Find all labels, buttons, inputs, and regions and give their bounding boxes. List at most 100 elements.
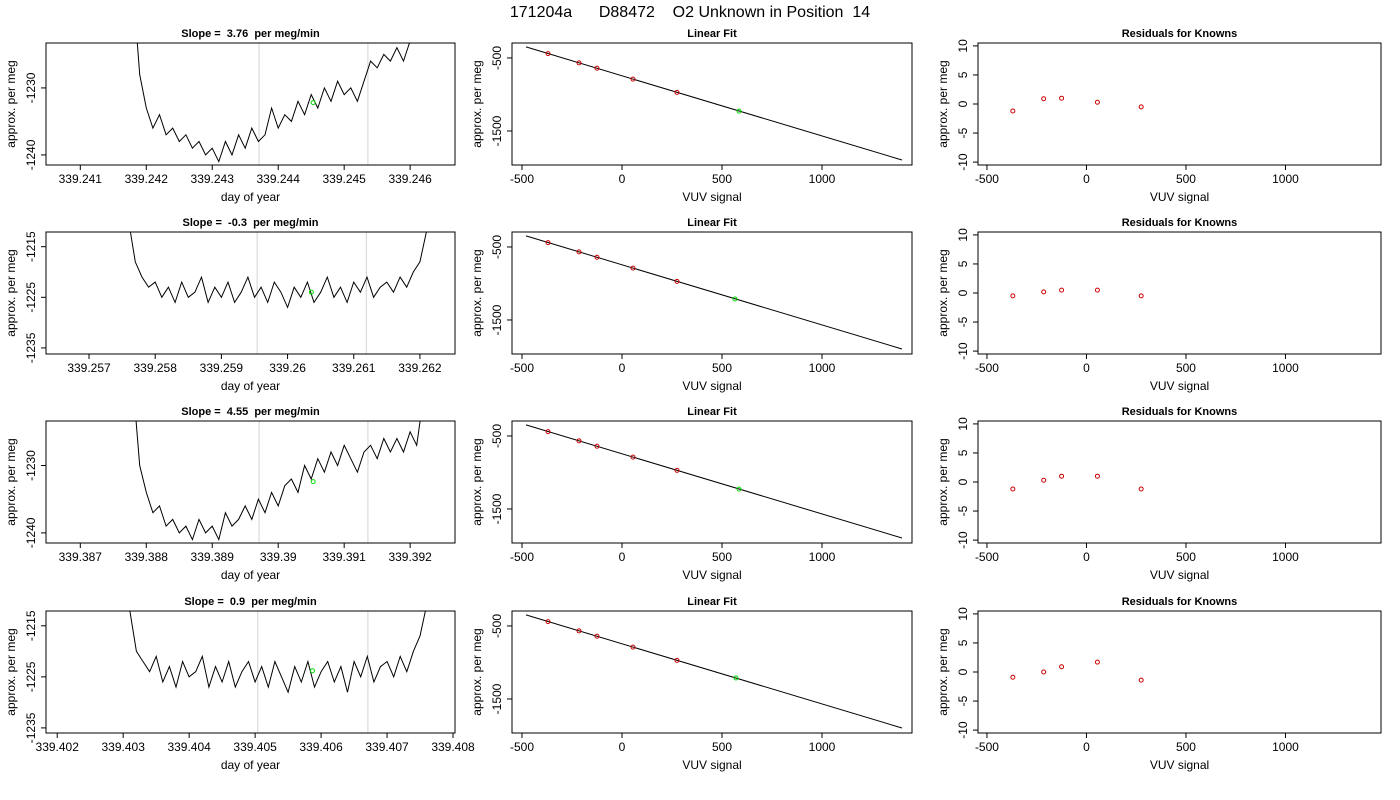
- panel-title: Linear Fit: [687, 28, 737, 40]
- y-tick-label: -5: [956, 316, 970, 327]
- y-tick-label: -10: [956, 721, 970, 739]
- plot-area: [1010, 659, 1144, 683]
- y-tick-label: -1225: [24, 661, 38, 692]
- x-tick-label: 339.406: [299, 740, 343, 754]
- panel-title: Linear Fit: [687, 217, 737, 229]
- fit-line: [525, 235, 903, 350]
- y-tick-label: -1500: [490, 683, 504, 714]
- y-tick-label: 10: [956, 228, 970, 242]
- y-tick-label: -1500: [490, 115, 504, 146]
- point: [576, 628, 582, 634]
- x-tick-label: 339.387: [59, 550, 103, 564]
- x-tick-label: 339.243: [191, 172, 235, 186]
- y-tick-label: 5: [956, 449, 970, 456]
- x-tick-label: 1000: [809, 361, 836, 375]
- y-tick-label: -10: [956, 531, 970, 549]
- plot-frame: [977, 610, 1382, 734]
- plot-area: [129, 611, 426, 733]
- x-tick-label: 500: [712, 550, 732, 564]
- point: [630, 265, 636, 271]
- plot-frame: [977, 420, 1382, 544]
- panel: Linear Fit VUV signal approx. per meg -500 0…: [470, 596, 913, 772]
- y-axis-label: approx. per meg: [4, 249, 18, 336]
- x-tick-label: 339.405: [233, 740, 277, 754]
- y-tick-label: 10: [956, 607, 970, 621]
- panel-title: Slope = -0.3 per meg/min: [182, 217, 318, 229]
- point: [630, 644, 636, 650]
- x-tick-label: 500: [1176, 172, 1196, 186]
- panel: Slope = -0.3 per meg/min day of year appro…: [4, 217, 456, 393]
- point: [630, 454, 636, 460]
- point: [630, 76, 636, 82]
- x-tick-label: 339.391: [322, 550, 366, 564]
- x-tick-label: 339.39: [260, 550, 297, 564]
- y-tick-label: -1240: [24, 517, 38, 548]
- point: [1059, 664, 1065, 670]
- y-tick-label: 0: [956, 100, 970, 107]
- x-tick-label: 339.262: [398, 361, 442, 375]
- y-tick-label: -1235: [24, 712, 38, 743]
- y-tick-label: -5: [956, 505, 970, 516]
- point: [545, 240, 551, 246]
- y-axis-label: approx. per meg: [936, 438, 950, 525]
- x-tick-label: -500: [510, 172, 534, 186]
- x-tick-label: 339.408: [431, 740, 475, 754]
- point: [1010, 293, 1016, 299]
- y-tick-label: 10: [956, 39, 970, 53]
- x-tick-label: 339.244: [257, 172, 301, 186]
- y-tick-label: 0: [956, 668, 970, 675]
- point: [545, 619, 551, 625]
- x-tick-label: 1000: [1272, 172, 1299, 186]
- plot-frame: [511, 42, 913, 166]
- point: [1041, 289, 1047, 295]
- series-line: [129, 611, 426, 694]
- x-tick-label: 339.242: [125, 172, 169, 186]
- point: [1094, 287, 1100, 293]
- y-axis-label: approx. per meg: [470, 628, 484, 715]
- plot-frame: [977, 42, 1382, 166]
- plot-area: [136, 43, 410, 165]
- point: [594, 65, 600, 71]
- point: [1094, 99, 1100, 105]
- panel: Residuals for Knowns VUV signal approx. pe…: [936, 596, 1382, 772]
- plot-frame: [977, 231, 1382, 355]
- x-axis-label: VUV signal: [682, 190, 741, 204]
- point: [545, 51, 551, 57]
- y-tick-label: 10: [956, 417, 970, 431]
- x-tick-label: 339.261: [332, 361, 376, 375]
- point: [576, 60, 582, 66]
- plot-area: [1010, 95, 1144, 114]
- series-line: [129, 232, 427, 309]
- x-tick-label: 339.403: [101, 740, 145, 754]
- x-tick-label: -500: [510, 550, 534, 564]
- plot-frame: [511, 231, 913, 355]
- x-tick-label: 339.388: [125, 550, 169, 564]
- x-tick-label: -500: [975, 550, 999, 564]
- fit-line: [525, 424, 903, 539]
- y-axis-label: approx. per meg: [4, 60, 18, 147]
- x-tick-label: -500: [975, 740, 999, 754]
- x-tick-label: 339.407: [365, 740, 409, 754]
- panel-title: Slope = 0.9 per meg/min: [184, 596, 317, 608]
- x-tick-label: 0: [1083, 361, 1090, 375]
- x-tick-label: 339.404: [167, 740, 211, 754]
- point: [732, 296, 738, 302]
- x-tick-label: 339.402: [36, 740, 80, 754]
- x-tick-label: 1000: [809, 740, 836, 754]
- point: [1041, 669, 1047, 675]
- x-tick-label: 339.389: [191, 550, 235, 564]
- point: [1059, 473, 1065, 479]
- y-tick-label: 5: [956, 639, 970, 646]
- x-axis-label: VUV signal: [1150, 758, 1209, 772]
- y-tick-label: -1230: [24, 450, 38, 481]
- point: [674, 657, 680, 663]
- x-tick-label: 0: [1083, 172, 1090, 186]
- panel: Linear Fit VUV signal approx. per meg -500 0…: [470, 217, 913, 393]
- x-tick-label: 1000: [809, 550, 836, 564]
- y-tick-label: -500: [490, 614, 504, 638]
- panel: Linear Fit VUV signal approx. per meg -500 0…: [470, 28, 913, 204]
- series-line: [135, 421, 421, 542]
- point: [594, 443, 600, 449]
- point: [1041, 96, 1047, 102]
- x-tick-label: 0: [1083, 550, 1090, 564]
